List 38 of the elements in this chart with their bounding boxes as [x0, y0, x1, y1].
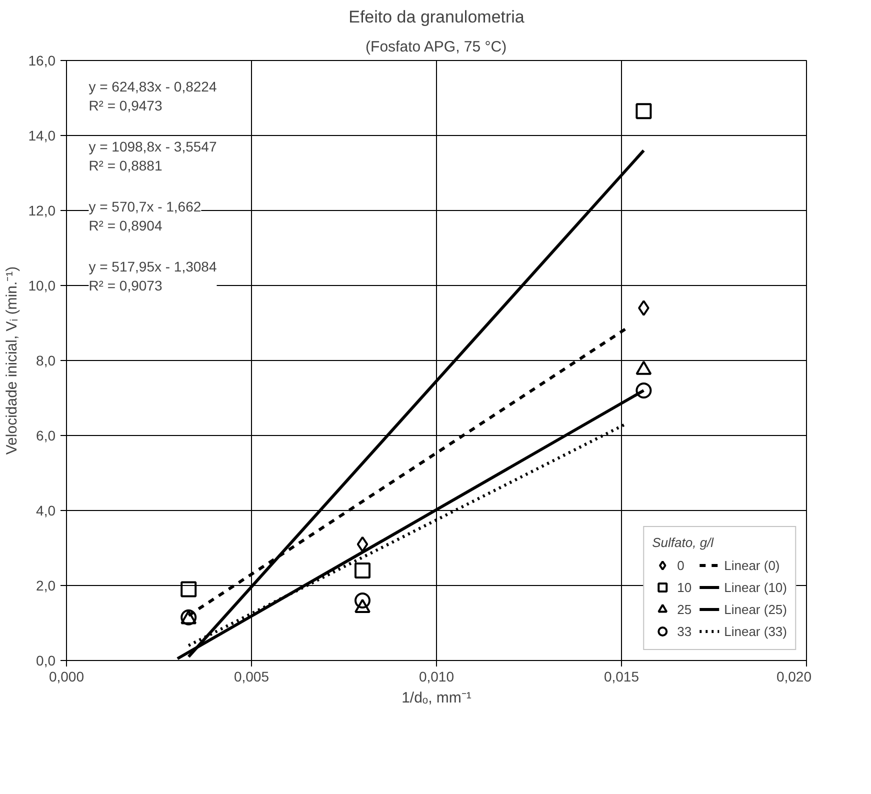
point [180, 581, 197, 598]
y-tick-label: 16,0 [28, 52, 56, 68]
legend-label: Linear (10) [724, 580, 787, 594]
legend-label: 10 [677, 580, 693, 594]
chart-subtitle: (Fosfato APG, 75 °C) [366, 38, 507, 56]
point [354, 562, 370, 578]
y-tick-label: 2,0 [36, 578, 56, 594]
annotation: y = 570,7x - 1,662 R² = 0,8904 [88, 198, 202, 234]
x-tick-label: 0,005 [234, 668, 270, 684]
y-axis-title: Velocidade inicial, Vᵢ (min.⁻¹) [3, 266, 20, 455]
legend-title: Sulfato, g/l [652, 535, 715, 550]
point [354, 592, 370, 608]
y-tick-label: 0,0 [36, 652, 56, 668]
annotation: y = 624,83x - 0,8224 R² = 0,9473 [88, 78, 217, 114]
y-tick-label: 8,0 [36, 352, 56, 368]
legend-label: 25 [677, 602, 693, 616]
x-tick-label: 0,000 [48, 668, 84, 684]
point [356, 536, 368, 552]
chart-title: Efeito da granulometria [348, 8, 525, 26]
y-tick-label: 14,0 [28, 128, 56, 144]
legend-label: Linear (0) [724, 558, 780, 572]
y-tick-label: 10,0 [28, 278, 56, 294]
legend-label: 33 [677, 624, 693, 638]
y-tick-label: 6,0 [36, 428, 56, 444]
annotation: y = 1098,8x - 3,5547 R² = 0,8881 [88, 138, 217, 174]
legend-label: Linear (25) [724, 602, 787, 616]
x-tick-label: 0,010 [418, 668, 454, 684]
point [638, 300, 650, 316]
point [636, 103, 652, 120]
point [636, 382, 652, 398]
legend-label: 0 [677, 558, 686, 572]
x-axis-title: 1/dₒ, mm⁻¹ [402, 690, 472, 706]
x-tick-label: 0,020 [776, 668, 812, 684]
annotation: y = 517,95x - 1,3084 R² = 0,9073 [88, 258, 217, 294]
x-tick-label: 0,015 [604, 668, 640, 684]
y-tick-label: 4,0 [36, 502, 56, 518]
y-tick-label: 12,0 [28, 202, 56, 218]
legend-label: Linear (33) [724, 624, 787, 638]
